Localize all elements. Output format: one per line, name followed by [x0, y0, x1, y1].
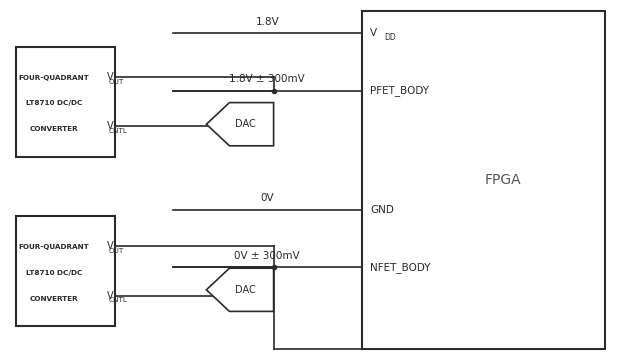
Text: CNTL: CNTL: [109, 128, 127, 134]
Bar: [16, 216, 115, 326]
Text: 0V: 0V: [260, 193, 274, 203]
Text: 1.8V ± 300mV: 1.8V ± 300mV: [229, 74, 305, 84]
Text: DAC: DAC: [235, 285, 256, 295]
Text: FOUR-QUADRANT: FOUR-QUADRANT: [19, 75, 89, 81]
Polygon shape: [206, 268, 274, 311]
Text: DD: DD: [384, 33, 396, 42]
Text: DAC: DAC: [235, 119, 256, 129]
Text: LT8710 DC/DC: LT8710 DC/DC: [26, 100, 82, 107]
Bar: [16, 47, 115, 157]
Text: V: V: [107, 241, 113, 251]
Text: FOUR-QUADRANT: FOUR-QUADRANT: [19, 244, 89, 250]
Text: 0V ± 300mV: 0V ± 300mV: [234, 251, 300, 261]
Text: 1.8V: 1.8V: [255, 17, 279, 27]
Bar: [362, 11, 605, 349]
Text: OUT: OUT: [109, 79, 124, 85]
Text: CONVERTER: CONVERTER: [29, 126, 78, 132]
Text: V: V: [107, 291, 113, 301]
Text: FPGA: FPGA: [484, 173, 521, 187]
Text: CONVERTER: CONVERTER: [29, 296, 78, 302]
Text: GND: GND: [370, 204, 394, 215]
Text: LT8710 DC/DC: LT8710 DC/DC: [26, 270, 82, 276]
Text: NFET_BODY: NFET_BODY: [370, 262, 431, 273]
Text: V: V: [370, 28, 377, 38]
Polygon shape: [206, 103, 274, 146]
Text: V: V: [107, 72, 113, 82]
Text: CNTL: CNTL: [109, 297, 127, 303]
Text: V: V: [107, 121, 113, 131]
Text: PFET_BODY: PFET_BODY: [370, 85, 429, 96]
Text: OUT: OUT: [109, 248, 124, 254]
